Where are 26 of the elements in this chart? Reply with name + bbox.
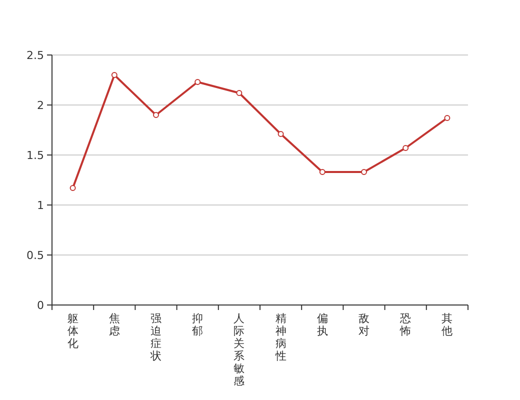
x-tick-label: 焦虑 [108, 312, 120, 338]
y-tick-label: 1.5 [26, 149, 44, 162]
x-tick-label: 恐怖 [399, 312, 412, 338]
point [361, 169, 367, 175]
x-tick-label: 人际关系敏感 [234, 312, 245, 388]
x-tick-label: 抑郁 [192, 312, 204, 338]
y-tick-label: 0.5 [26, 249, 44, 262]
point [111, 72, 118, 78]
point [153, 112, 159, 118]
point [402, 145, 409, 151]
x-tick-label: 躯体化 [67, 312, 78, 350]
y-tick-label: 0 [37, 299, 44, 312]
point [444, 115, 450, 121]
y-tick-label: 2.5 [26, 49, 44, 62]
x-tick-label: 精神病性 [274, 312, 286, 362]
point [194, 79, 201, 85]
x-tick-label: 其他 [442, 312, 453, 338]
x-tick-label: 强迫症状 [150, 312, 162, 362]
point [70, 185, 76, 191]
point [319, 169, 326, 175]
x-tick-label: 偏执 [316, 312, 328, 338]
point [278, 131, 284, 137]
x-tick-label: 敌对 [358, 312, 370, 338]
point [236, 90, 242, 96]
y-tick-label: 1 [37, 199, 44, 212]
y-tick-label: 2 [37, 99, 44, 112]
